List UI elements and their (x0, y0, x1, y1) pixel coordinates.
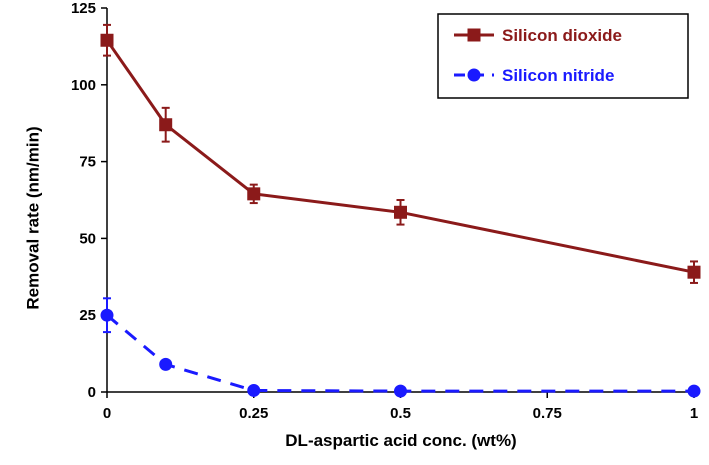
x-tick-label: 1 (690, 405, 698, 422)
y-tick-label: 75 (79, 154, 96, 171)
legend-label-1: Silicon dioxide (502, 26, 622, 45)
series-line-2 (106, 314, 694, 393)
data-point-square (159, 118, 173, 132)
data-point-square (100, 33, 114, 47)
y-tick-label: 125 (71, 0, 96, 17)
data-point-circle (247, 383, 261, 397)
y-tick-label: 100 (71, 77, 96, 94)
x-tick-label: 0.75 (533, 405, 562, 422)
y-axis-title: Removal rate (nm/min) (23, 126, 42, 309)
legend-marker-circle (467, 68, 481, 82)
data-point-circle (394, 384, 407, 398)
legend: Silicon dioxide Silicon nitride (437, 13, 689, 99)
y-tick-label: 0 (88, 384, 96, 401)
x-tick-label: 0.25 (239, 405, 268, 422)
data-point-circle (687, 384, 701, 398)
x-tick-label: 0.5 (390, 405, 411, 422)
data-point-square (687, 265, 701, 279)
legend-label-2: Silicon nitride (502, 66, 614, 85)
legend-box (437, 13, 689, 99)
y-tick-label: 50 (79, 230, 96, 247)
data-point-circle (159, 357, 173, 371)
y-tick-label: 25 (79, 307, 96, 324)
data-point-square (247, 187, 261, 201)
x-tick-label: 0 (103, 405, 111, 422)
data-point-square (394, 205, 407, 219)
y-axis-label: Removal rate (nm/min) (23, 126, 42, 309)
legend-marker-square (467, 28, 481, 42)
plot-area: 0 25 50 75 100 125 0 0.25 0.5 0.75 1 (71, 0, 701, 422)
x-axis-label: DL-aspartic acid conc. (wt%) (285, 431, 516, 450)
data-point-circle (100, 308, 114, 322)
